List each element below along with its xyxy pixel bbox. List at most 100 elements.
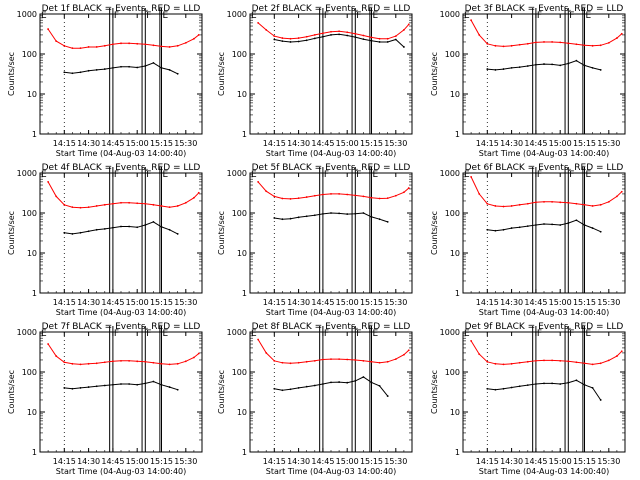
data-point-events <box>176 72 179 75</box>
data-point-lld <box>184 41 187 44</box>
marker-label-1: F <box>356 170 361 180</box>
data-point-events <box>297 387 300 389</box>
data-point-lld <box>518 361 521 364</box>
marker-label-1: F <box>356 329 361 339</box>
data-point-lld <box>370 196 373 199</box>
data-point-events <box>338 33 340 36</box>
series-line-lld <box>257 181 410 200</box>
data-point-events <box>176 233 179 235</box>
data-point-events <box>330 34 332 36</box>
data-point-lld <box>535 359 537 362</box>
data-point-lld <box>607 359 610 362</box>
data-point-events <box>152 380 155 383</box>
x-axis-label: Start Time (04-Aug-03 14:00:40) <box>266 308 397 317</box>
series-line-events <box>64 221 178 235</box>
data-point-lld <box>87 46 90 48</box>
series-line-events <box>274 33 405 48</box>
data-point-lld <box>281 361 284 364</box>
x-tick-label: 14:15 <box>263 457 286 466</box>
data-point-lld <box>322 32 324 35</box>
data-point-lld <box>510 44 513 47</box>
x-tick-label: 15:00 <box>549 298 572 307</box>
x-tick-label: 14:15 <box>476 139 499 148</box>
y-tick-label: 1000 <box>440 10 460 19</box>
detector-panel-7: F F E E 1 10 100 1000 14:15 14:30 14:45 15:00 15:15 1… <box>7 322 203 476</box>
data-point-lld <box>354 359 357 361</box>
data-point-events <box>386 41 389 43</box>
x-tick-label: 15:15 <box>150 457 173 466</box>
data-point-events <box>591 387 594 389</box>
data-point-events <box>526 65 529 67</box>
data-point-lld <box>144 202 147 205</box>
data-point-lld <box>297 197 300 200</box>
data-point-events <box>152 61 155 64</box>
data-point-lld <box>407 187 410 189</box>
y-tick-label: 1000 <box>17 169 37 178</box>
data-point-lld <box>510 362 513 365</box>
y-tick-label: 100 <box>232 368 247 377</box>
data-point-lld <box>112 360 114 363</box>
marker-label-0: F <box>114 170 119 180</box>
data-point-lld <box>330 358 332 361</box>
data-point-lld <box>87 362 90 365</box>
data-point-events <box>535 63 537 66</box>
data-point-lld <box>257 21 259 24</box>
data-point-events <box>71 387 74 390</box>
data-point-lld <box>79 206 82 209</box>
data-point-events <box>128 65 131 68</box>
data-point-events <box>120 383 122 385</box>
data-point-lld <box>112 202 114 205</box>
data-point-events <box>313 384 316 387</box>
series-line-lld <box>470 340 623 365</box>
x-tick-label: 15:00 <box>126 457 149 466</box>
data-point-events <box>362 376 365 378</box>
data-point-lld <box>160 205 163 207</box>
marker-label-start: E <box>251 11 257 21</box>
data-point-events <box>518 385 521 388</box>
data-point-lld <box>591 205 594 207</box>
x-tick-label: 15:15 <box>360 139 383 148</box>
x-tick-label: 14:45 <box>101 298 124 307</box>
data-point-events <box>112 226 114 229</box>
data-point-events <box>575 219 578 222</box>
x-tick-label: 14:30 <box>287 457 310 466</box>
data-point-events <box>583 224 586 226</box>
data-point-lld <box>120 201 122 204</box>
data-point-events <box>535 224 537 226</box>
data-point-lld <box>478 353 481 356</box>
data-point-lld <box>502 205 505 208</box>
y-tick-label: 10 <box>450 408 460 417</box>
data-point-events <box>551 63 553 66</box>
data-point-events <box>144 224 147 226</box>
data-point-events <box>502 387 505 390</box>
x-axis-label: Start Time (04-Aug-03 14:00:40) <box>266 467 397 476</box>
data-point-lld <box>289 362 292 365</box>
data-point-lld <box>313 34 316 36</box>
data-point-events <box>63 231 66 234</box>
data-point-lld <box>386 197 389 200</box>
x-tick-label: 14:30 <box>287 139 310 148</box>
data-point-lld <box>168 363 171 366</box>
data-point-lld <box>362 195 365 198</box>
data-point-lld <box>607 41 610 44</box>
data-point-lld <box>197 352 200 355</box>
x-tick-label: 14:45 <box>311 298 334 307</box>
data-point-events <box>305 39 308 42</box>
data-point-lld <box>470 175 472 178</box>
data-point-events <box>526 225 529 228</box>
x-tick-label: 14:30 <box>500 298 523 307</box>
data-point-events <box>79 231 82 234</box>
x-tick-label: 15:00 <box>549 139 572 148</box>
data-point-events <box>63 71 66 74</box>
data-point-events <box>526 384 529 387</box>
data-point-lld <box>120 42 122 45</box>
marker-label-start: E <box>41 329 47 339</box>
data-point-events <box>289 217 292 220</box>
data-point-events <box>575 379 578 382</box>
marker-label-start: E <box>464 11 470 21</box>
y-tick-label: 1 <box>455 130 460 139</box>
data-point-lld <box>265 190 268 193</box>
data-point-lld <box>494 205 497 207</box>
marker-label-1: F <box>569 329 574 339</box>
data-point-events <box>103 384 106 387</box>
